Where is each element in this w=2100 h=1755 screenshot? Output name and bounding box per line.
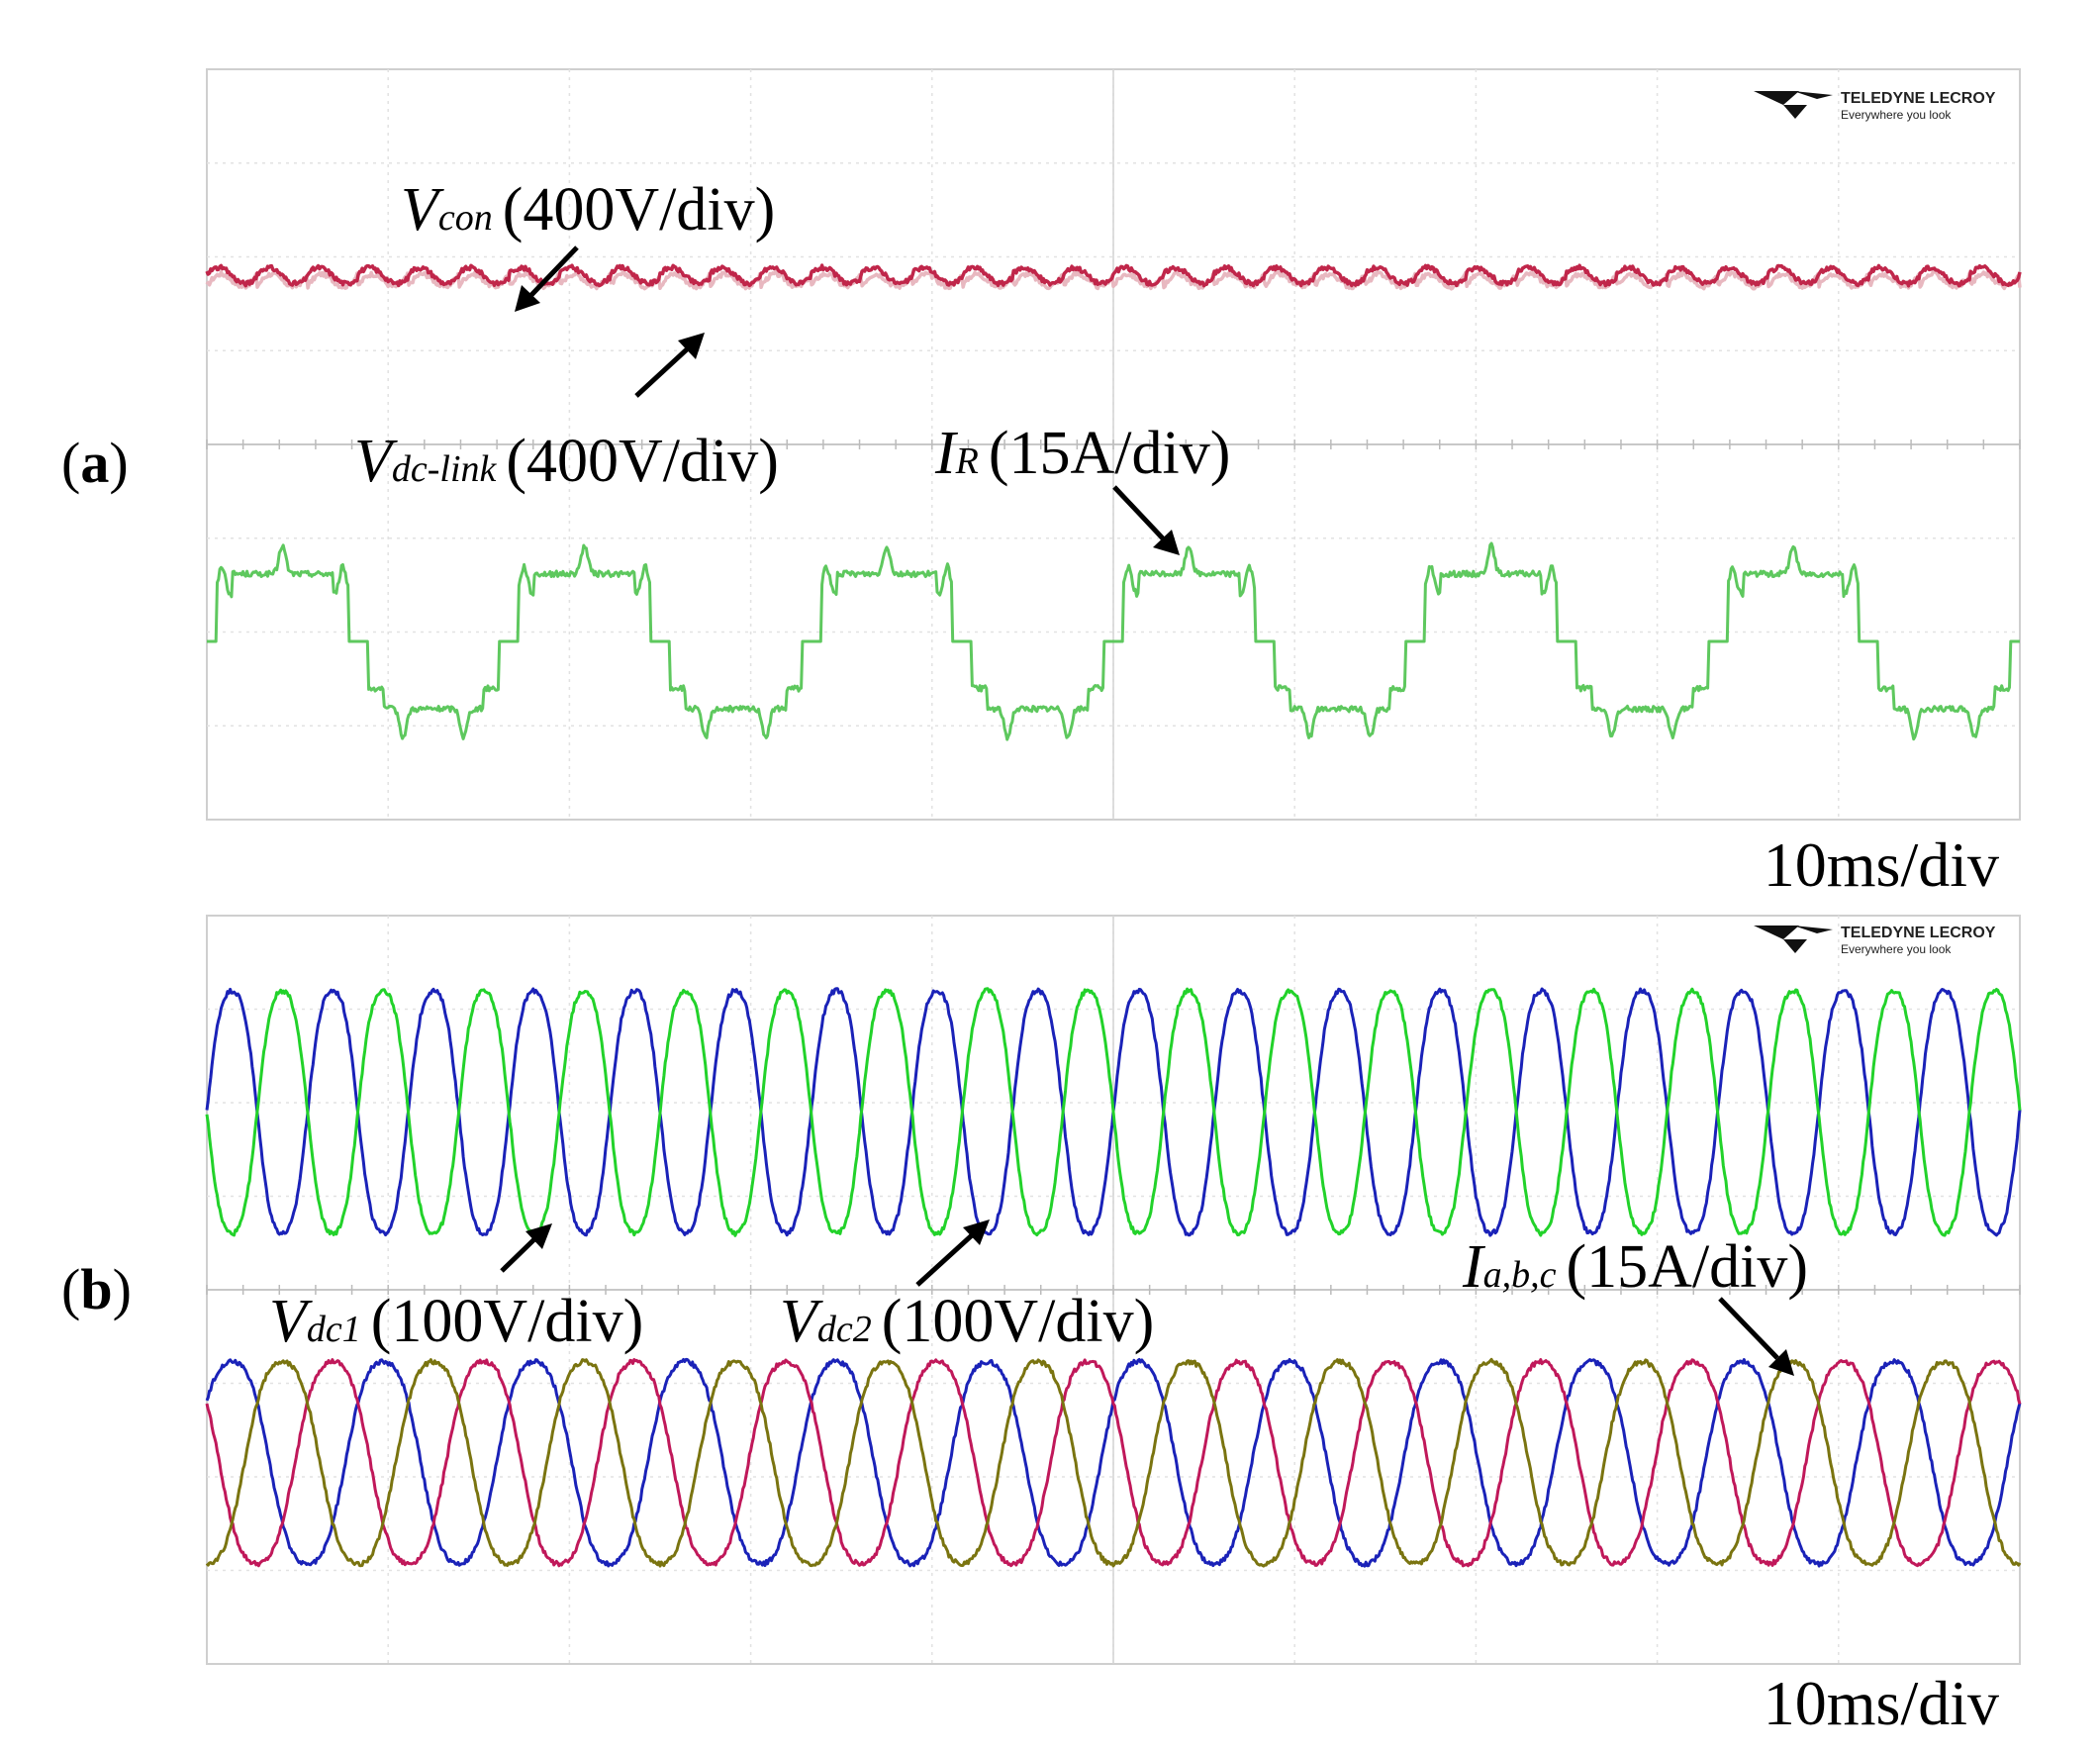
time-div-a: 10ms/div (1764, 829, 1999, 900)
annotation-vdc2: Vdc2 (100V/div) (780, 1288, 1154, 1355)
brand-mark-icon (1754, 926, 1833, 953)
arrow-vdc1 (500, 1223, 552, 1273)
time-div-b: 10ms/div (1764, 1668, 1999, 1738)
brand-name: TELEDYNE LECROY (1841, 925, 1996, 941)
arrow-ir (1112, 485, 1180, 555)
arrow-iabc (1718, 1297, 1794, 1376)
brand-tagline: Everywhere you look (1841, 942, 1952, 956)
trace-ir (206, 541, 2021, 741)
panel-b-traces (205, 987, 2022, 1568)
annotation-vcon: Vcon (400V/div) (401, 176, 775, 244)
panel-a-grid (206, 69, 2021, 820)
brand-mark-icon (1754, 91, 1833, 119)
panel-b: TELEDYNE LECROY Everywhere you look (b) … (61, 915, 2022, 1738)
trace-ib (205, 1358, 2022, 1568)
annotation-ir: IR (15A/div) (934, 420, 1230, 487)
panel-b-grid (206, 916, 2021, 1664)
panel-b-label: (b) (61, 1257, 132, 1321)
brand-logo-b: TELEDYNE LECROY Everywhere you look (1754, 925, 1996, 956)
trace-vdc-link (205, 263, 2022, 288)
trace-vdc2 (205, 987, 2022, 1237)
brand-name: TELEDYNE LECROY (1841, 90, 1996, 107)
panel-a-traces (205, 263, 2022, 741)
panel-a: TELEDYNE LECROY Everywhere you look (a) … (61, 68, 2022, 900)
trace-ic (205, 1357, 2022, 1568)
brand-tagline: Everywhere you look (1841, 108, 1952, 122)
annotation-vdc1: Vdc1 (100V/div) (269, 1288, 643, 1355)
annotation-vdc-link: Vdc-link (400V/div) (354, 428, 779, 495)
panel-a-label: (a) (61, 431, 129, 495)
arrow-vcon (515, 245, 579, 312)
arrow-vdc2 (915, 1219, 990, 1287)
arrow-vdc-link (634, 333, 705, 398)
brand-logo-a: TELEDYNE LECROY Everywhere you look (1754, 90, 1996, 122)
annotation-iabc: Ia,b,c (15A/div) (1462, 1233, 1808, 1301)
